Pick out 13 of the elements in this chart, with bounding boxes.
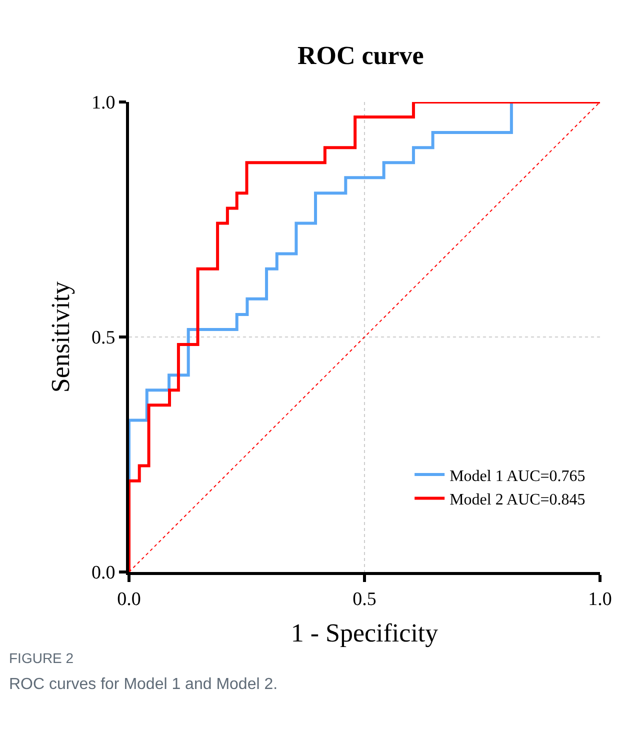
y-tick-label: 1.0 <box>91 92 116 114</box>
x-tick-label: 0.5 <box>352 588 376 610</box>
legend-label: Model 2 AUC=0.845 <box>450 492 586 509</box>
text: ROC curves for Model 1 and Model 2. <box>9 676 278 693</box>
caption: FIGURE 2 <box>9 650 74 666</box>
x-axis-title: 1 - Specificity <box>290 618 438 648</box>
y-axis-title: Sensitivity <box>46 281 75 393</box>
x-tick-label: 1.0 <box>588 588 612 610</box>
chart-title: ROC curve <box>297 41 424 70</box>
y-tick-label: 0.0 <box>91 562 116 584</box>
x-tick-label: 0.0 <box>117 588 141 610</box>
y-tick-label: 0.5 <box>91 328 116 349</box>
legend-label: Model 1 AUC=0.765 <box>450 468 586 485</box>
